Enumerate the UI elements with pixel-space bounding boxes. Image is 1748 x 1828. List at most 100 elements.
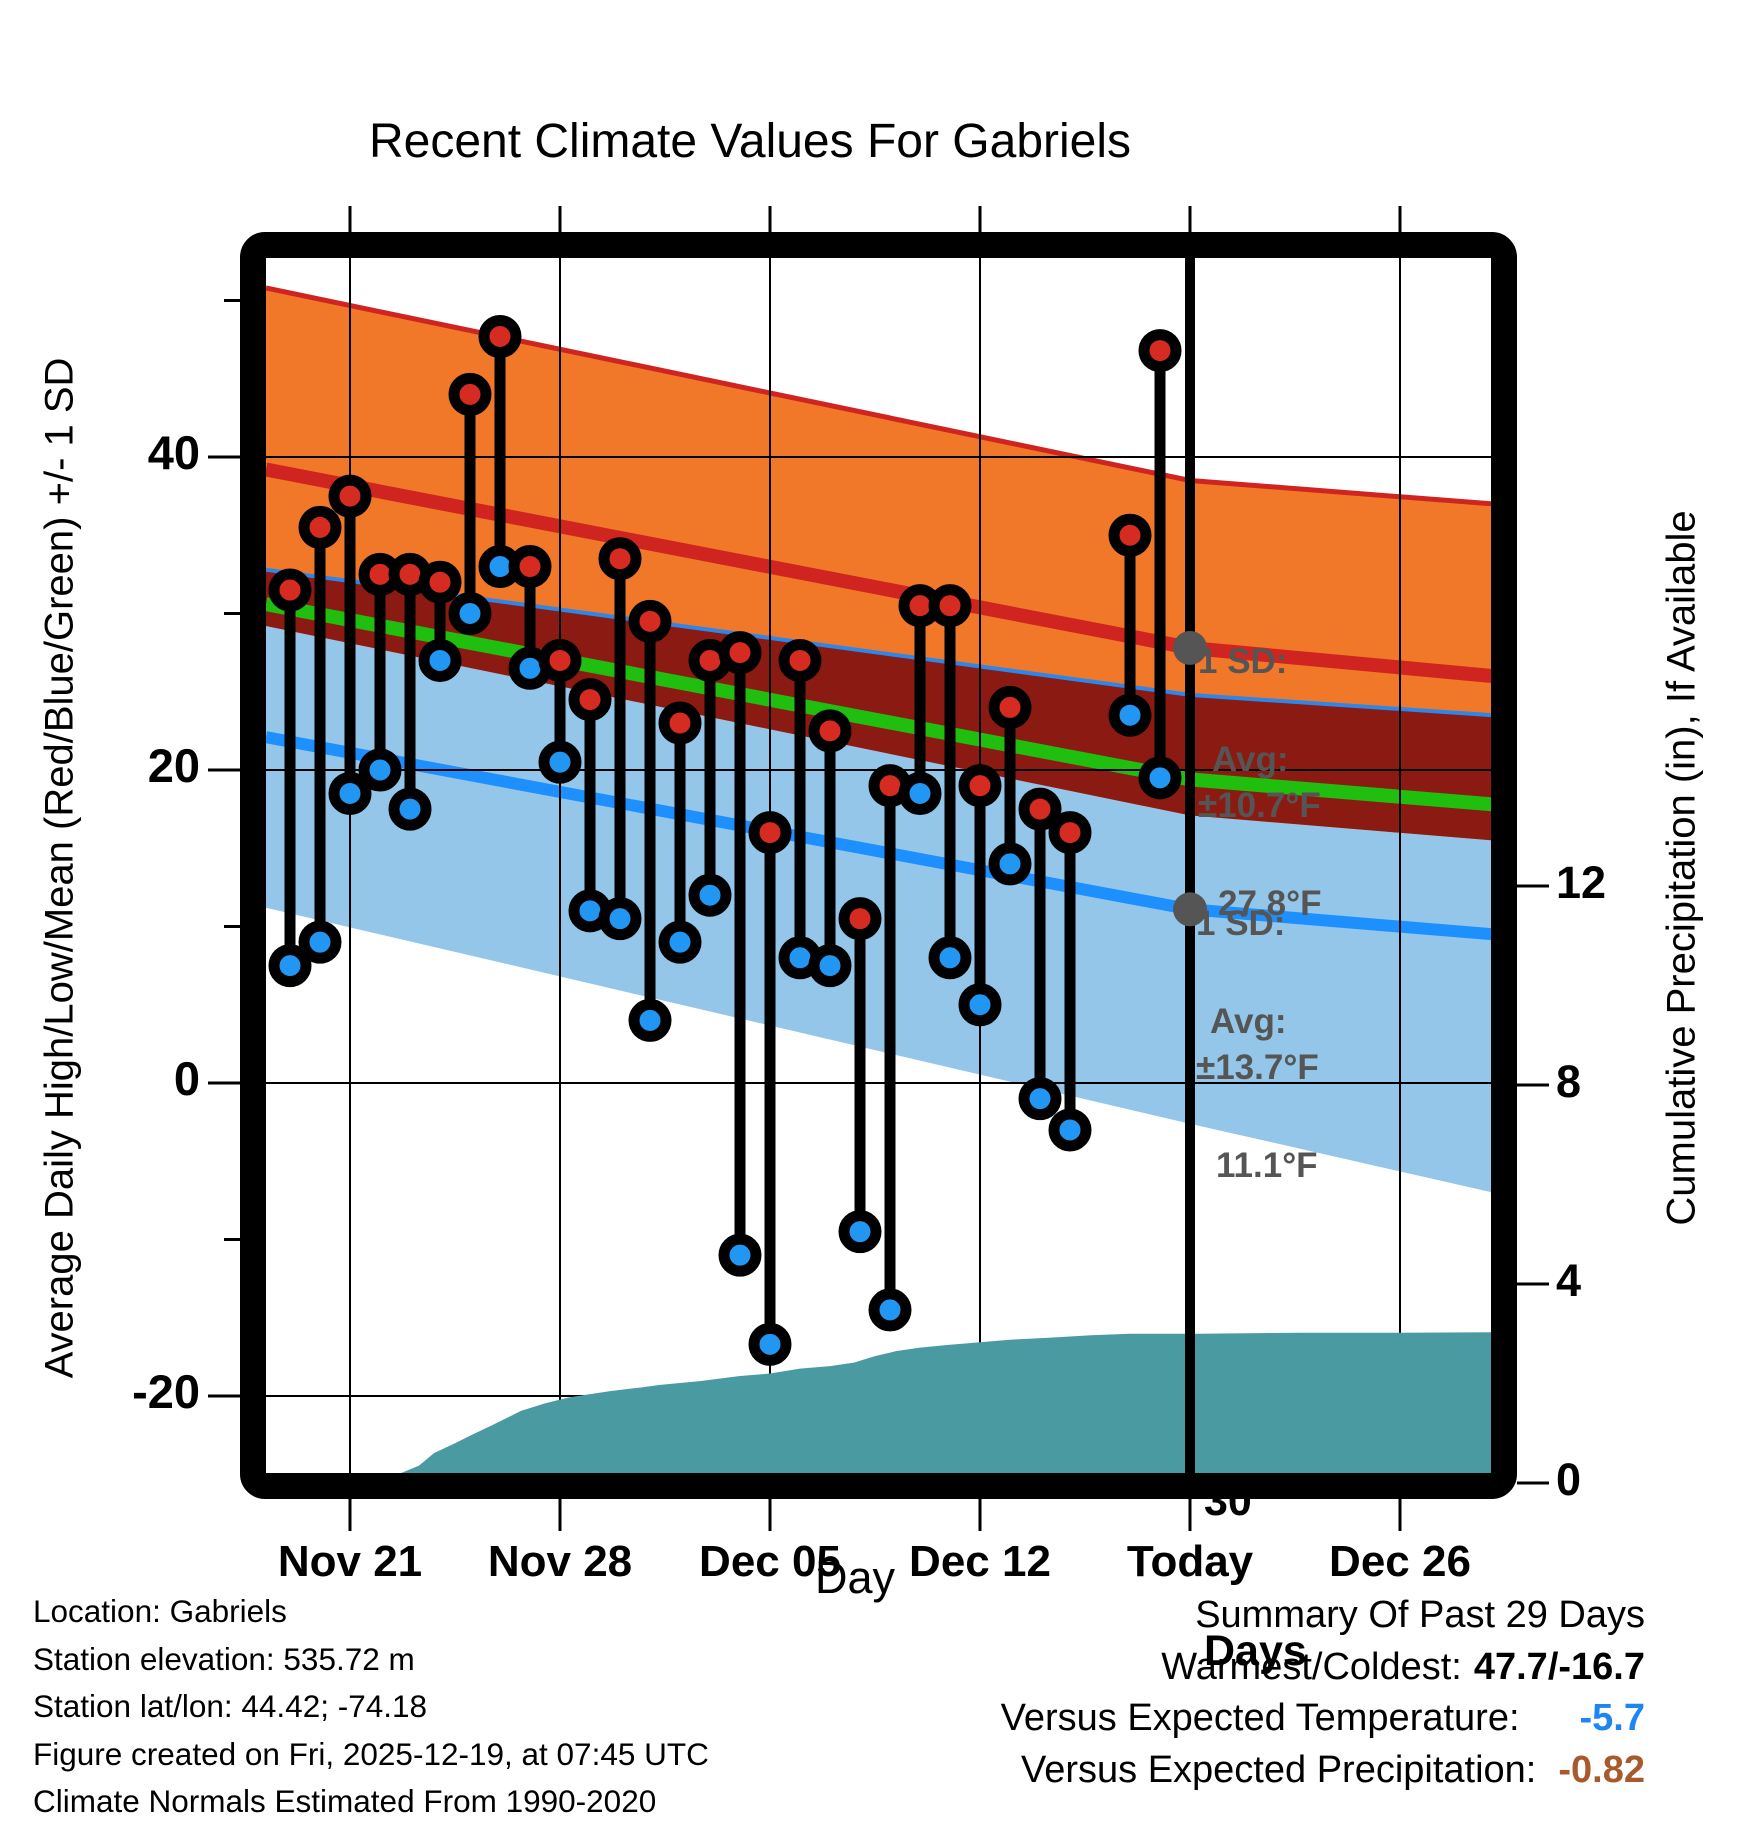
annotation-low-avg-title: Avg: bbox=[1210, 1002, 1287, 1041]
high-dot bbox=[808, 709, 852, 753]
summary-temp-value: -5.7 bbox=[1579, 1697, 1645, 1739]
annotation-low-sd-title: 1 SD: bbox=[1196, 904, 1286, 943]
y-axis-left-label: Average Daily High/Low/Mean (Red/Blue/Gr… bbox=[37, 357, 82, 1379]
today-avg-marker bbox=[1173, 892, 1207, 927]
plot-area bbox=[266, 258, 1491, 1473]
station-elevation: Station elevation: 535.72 m bbox=[33, 1640, 415, 1677]
high-dot bbox=[508, 545, 552, 589]
summary-warmest-row: Warmest/Coldest: 47.7/-16.7 bbox=[1001, 1642, 1645, 1694]
low-dot bbox=[358, 748, 402, 792]
high-dot bbox=[1138, 329, 1182, 373]
summary-temp-label: Versus Expected Temperature: bbox=[1000, 1697, 1520, 1739]
station-latlon: Station lat/lon: 44.42; -74.18 bbox=[33, 1688, 428, 1724]
today-avg-marker bbox=[1173, 630, 1207, 665]
annotation-low-avg-value: 11.1°F bbox=[1216, 1146, 1318, 1185]
low-dot bbox=[538, 740, 582, 784]
annotation-30-days: 30 Days bbox=[1204, 1376, 1307, 1726]
summary-precip-row: Versus Expected Precipitation: -0.82 bbox=[1001, 1745, 1645, 1797]
high-dot bbox=[1108, 513, 1152, 557]
low-dot bbox=[748, 1322, 792, 1366]
annotation-high-avg-title: Avg: bbox=[1212, 740, 1289, 779]
x-tick-nov-28: Nov 28 bbox=[487, 1537, 633, 1586]
x-axis-label: Day bbox=[814, 1552, 896, 1603]
high-dot bbox=[748, 811, 792, 855]
low-dot bbox=[388, 787, 432, 831]
high-dot bbox=[298, 505, 342, 549]
low-dot bbox=[448, 592, 492, 635]
summary-warmest-value: 47.7/-16.7 bbox=[1473, 1645, 1645, 1688]
high-dot bbox=[568, 678, 612, 722]
y-left-tick-0: 0 bbox=[173, 1052, 200, 1105]
low-dot bbox=[268, 944, 312, 988]
low-dot bbox=[838, 1210, 882, 1254]
low-dot bbox=[598, 897, 642, 941]
high-dot bbox=[718, 631, 762, 675]
high-dot bbox=[658, 701, 702, 745]
annotation-high-sd: 1 SD: ±10.7°F bbox=[1198, 542, 1321, 878]
annotation-low-sd: 1 SD: ±13.7°F bbox=[1196, 804, 1319, 1140]
high-dot bbox=[448, 372, 492, 416]
y-right-tick-12: 12 bbox=[1556, 857, 1607, 908]
x-tick-nov-21: Nov 21 bbox=[277, 1537, 423, 1586]
low-dot bbox=[958, 983, 1002, 1027]
climate-normals: Climate Normals Estimated From 1990-2020 bbox=[33, 1783, 657, 1819]
y-right-tick-8: 8 bbox=[1556, 1056, 1582, 1107]
low-dot bbox=[898, 771, 942, 815]
low-dot bbox=[928, 936, 972, 980]
annotation-30-days-line2: Days bbox=[1204, 1627, 1307, 1675]
low-dot bbox=[418, 638, 462, 682]
high-dot bbox=[628, 599, 672, 643]
y-axis-right-label: Cumulative Precipitation (in), If Availa… bbox=[1659, 510, 1704, 1226]
annotation-high-avg-value: 27.8°F bbox=[1218, 884, 1322, 923]
plot-border bbox=[240, 232, 1517, 1499]
figure-created: Figure created on Fri, 2025-12-19, at 07… bbox=[33, 1735, 709, 1772]
high-dot bbox=[478, 314, 522, 358]
annotation-low-sd-value: ±13.7°F bbox=[1196, 1048, 1319, 1087]
high-dot bbox=[328, 474, 372, 518]
annotation-30-days-line1: 30 bbox=[1204, 1477, 1252, 1525]
summary-block: Summary Of Past 29 Days Warmest/Coldest:… bbox=[1001, 1590, 1645, 1796]
high-dot bbox=[988, 685, 1032, 729]
annotation-high-avg: Avg: 27.8°F bbox=[1212, 640, 1322, 976]
summary-precip-value: -0.82 bbox=[1558, 1748, 1645, 1791]
high-dot bbox=[538, 638, 582, 682]
x-tick-dec-05: Dec 05 bbox=[699, 1537, 841, 1586]
summary-warmest-label: Warmest/Coldest: bbox=[1161, 1645, 1462, 1688]
low-dot bbox=[868, 1288, 912, 1332]
x-tick-dec-26: Dec 26 bbox=[1329, 1537, 1471, 1586]
high-dot bbox=[958, 764, 1002, 808]
high-dot bbox=[928, 584, 972, 628]
high-dot bbox=[778, 638, 822, 682]
low-dot bbox=[718, 1233, 762, 1277]
low-dot bbox=[988, 842, 1032, 886]
low-dot bbox=[688, 873, 732, 917]
high-dot bbox=[268, 568, 312, 612]
annotation-low-avg: Avg: 11.1°F bbox=[1210, 902, 1318, 1238]
y-left-tick--20: -20 bbox=[132, 1365, 200, 1418]
high-dot bbox=[598, 537, 642, 581]
summary-temp-row: Versus Expected Temperature: -5.7 bbox=[1001, 1693, 1645, 1745]
summary-precip-label: Versus Expected Precipitation: bbox=[1020, 1748, 1537, 1791]
annotation-high-sd-value: ±10.7°F bbox=[1198, 786, 1321, 825]
y-left-tick-40: 40 bbox=[147, 426, 200, 479]
low-dot bbox=[628, 998, 672, 1042]
summary-heading: Summary Of Past 29 Days bbox=[1195, 1594, 1645, 1636]
high-dot bbox=[1048, 811, 1092, 855]
y-right-tick-0: 0 bbox=[1556, 1454, 1582, 1505]
annotation-high-sd-title: 1 SD: bbox=[1198, 642, 1288, 681]
high-dot bbox=[1018, 787, 1062, 831]
y-left-tick-20: 20 bbox=[147, 739, 200, 792]
station-location: Location: Gabriels bbox=[33, 1593, 287, 1629]
low-dot bbox=[328, 771, 372, 815]
page-title: Recent Climate Values For Gabriels bbox=[368, 115, 1132, 168]
high-dot bbox=[838, 897, 882, 941]
y-right-tick-4: 4 bbox=[1556, 1255, 1582, 1306]
x-tick-today: Today bbox=[1126, 1537, 1254, 1586]
low-dot bbox=[808, 944, 852, 988]
low-dot bbox=[658, 920, 702, 964]
low-dot bbox=[298, 920, 342, 964]
x-tick-dec-12: Dec 12 bbox=[909, 1537, 1051, 1586]
low-dot bbox=[1018, 1077, 1062, 1121]
